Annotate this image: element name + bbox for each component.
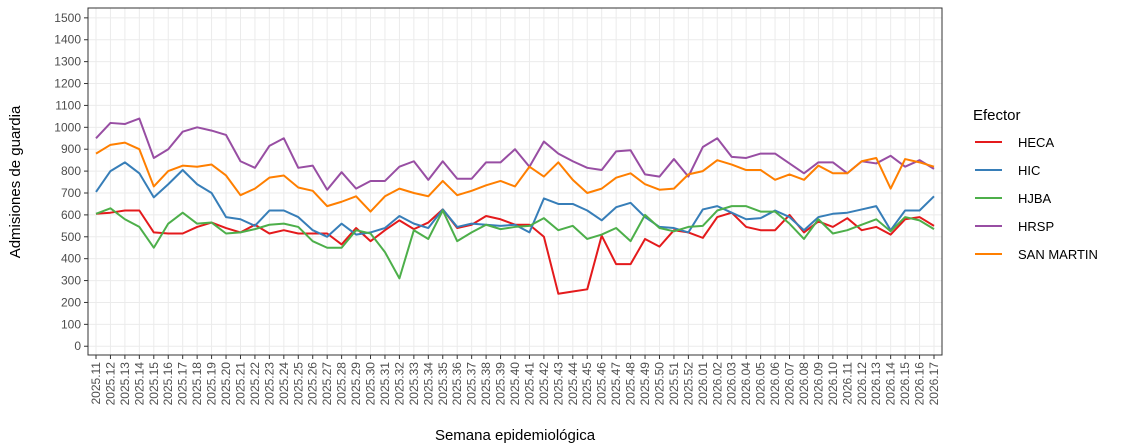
x-tick-label: 2026.04	[739, 362, 753, 406]
plot-panel	[87, 7, 943, 356]
x-tick-label: 2025.11	[89, 362, 103, 405]
x-tick-label: 2025.27	[320, 362, 334, 406]
x-tick-label: 2025.31	[378, 362, 392, 406]
y-tick-label: 1000	[54, 120, 81, 134]
x-tick-label: 2026.08	[797, 362, 811, 406]
x-tick-label: 2026.14	[884, 362, 898, 406]
x-tick-label: 2026.02	[710, 362, 724, 406]
x-tick-label: 2025.32	[392, 362, 406, 406]
x-tick-label: 2025.43	[551, 362, 565, 406]
x-tick-label: 2025.30	[364, 362, 378, 406]
x-tick-label: 2026.07	[783, 362, 797, 406]
series-line	[95, 161, 935, 238]
y-tick-label: 300	[61, 274, 81, 288]
x-tick-label: 2025.22	[248, 362, 262, 406]
y-tick-label: 400	[61, 252, 81, 266]
y-tick-label: 100	[61, 317, 81, 331]
x-tick-label: 2025.21	[233, 362, 247, 406]
x-tick-label: 2025.51	[667, 362, 681, 406]
legend-label: HRSP	[1018, 219, 1054, 234]
x-tick-label: 2026.15	[898, 362, 912, 406]
x-tick-label: 2026.06	[768, 362, 782, 406]
legend-label: SAN MARTIN	[1018, 247, 1098, 262]
x-tick-label: 2025.41	[522, 362, 536, 406]
x-tick-label: 2025.29	[349, 362, 363, 406]
x-tick-label: 2025.45	[580, 362, 594, 406]
x-tick-label: 2025.12	[103, 362, 117, 406]
legend-label: HJBA	[1018, 191, 1052, 206]
x-tick-label: 2025.23	[262, 362, 276, 406]
x-tick-label: 2025.37	[465, 362, 479, 406]
legend-title: Efector	[973, 107, 1021, 124]
x-tick-label: 2025.19	[205, 362, 219, 406]
x-tick-label: 2025.26	[306, 362, 320, 406]
x-tick-label: 2025.35	[436, 362, 450, 406]
y-tick-label: 900	[61, 142, 81, 156]
x-tick-label: 2026.01	[696, 362, 710, 406]
y-tick-label: 1100	[55, 98, 81, 112]
x-tick-label: 2025.40	[508, 362, 522, 406]
legend-label: HECA	[1018, 135, 1054, 150]
x-tick-label: 2026.09	[811, 362, 825, 406]
y-tick-label: 1200	[54, 77, 81, 91]
x-tick-label: 2025.16	[161, 362, 175, 406]
x-tick-label: 2025.44	[566, 362, 580, 406]
x-tick-label: 2026.13	[869, 362, 883, 406]
x-tick-label: 2025.13	[118, 362, 132, 406]
x-tick-label: 2026.12	[855, 362, 869, 406]
x-tick-label: 2026.05	[754, 362, 768, 406]
x-tick-label: 2025.17	[176, 362, 190, 406]
x-tick-label: 2026.03	[725, 362, 739, 406]
y-tick-label: 1500	[54, 11, 81, 25]
x-tick-label: 2026.16	[913, 362, 927, 406]
x-tick-label: 2025.50	[652, 362, 666, 406]
x-tick-label: 2026.11	[840, 362, 854, 405]
x-tick-label: 2025.25	[291, 362, 305, 406]
x-tick-label: 2025.38	[479, 362, 493, 406]
y-tick-label: 500	[61, 230, 81, 244]
x-tick-label: 2025.24	[277, 362, 291, 406]
y-tick-label: 0	[74, 339, 81, 353]
x-tick-label: 2025.33	[407, 362, 421, 406]
x-tick-label: 2025.18	[190, 362, 204, 406]
y-tick-label: 200	[61, 295, 81, 309]
x-tick-label: 2026.17	[927, 362, 941, 406]
x-tick-label: 2025.15	[147, 362, 161, 406]
x-tick-label: 2025.47	[609, 362, 623, 406]
x-tick-label: 2025.52	[681, 362, 695, 406]
series-line	[95, 205, 935, 280]
series-line	[95, 141, 935, 213]
y-axis-title: Admisiones de guardia	[7, 105, 24, 258]
y-tick-label: 800	[61, 164, 81, 178]
x-tick-label: 2025.20	[219, 362, 233, 406]
x-tick-label: 2025.39	[494, 362, 508, 406]
x-tick-label: 2025.28	[335, 362, 349, 406]
x-tick-label: 2026.10	[826, 362, 840, 406]
x-tick-label: 2025.42	[537, 362, 551, 406]
x-axis-title: Semana epidemiológica	[435, 427, 596, 444]
legend-label: HIC	[1018, 163, 1040, 178]
y-tick-label: 1300	[54, 55, 81, 69]
series-line	[95, 117, 935, 191]
x-tick-label: 2025.46	[595, 362, 609, 406]
x-tick-label: 2025.36	[450, 362, 464, 406]
x-tick-label: 2025.49	[638, 362, 652, 406]
x-tick-label: 2025.14	[132, 362, 146, 406]
y-tick-label: 700	[61, 186, 81, 200]
y-tick-label: 600	[61, 208, 81, 222]
y-tick-label: 1400	[54, 33, 81, 47]
x-tick-label: 2025.34	[421, 362, 435, 406]
x-tick-label: 2025.48	[624, 362, 638, 406]
